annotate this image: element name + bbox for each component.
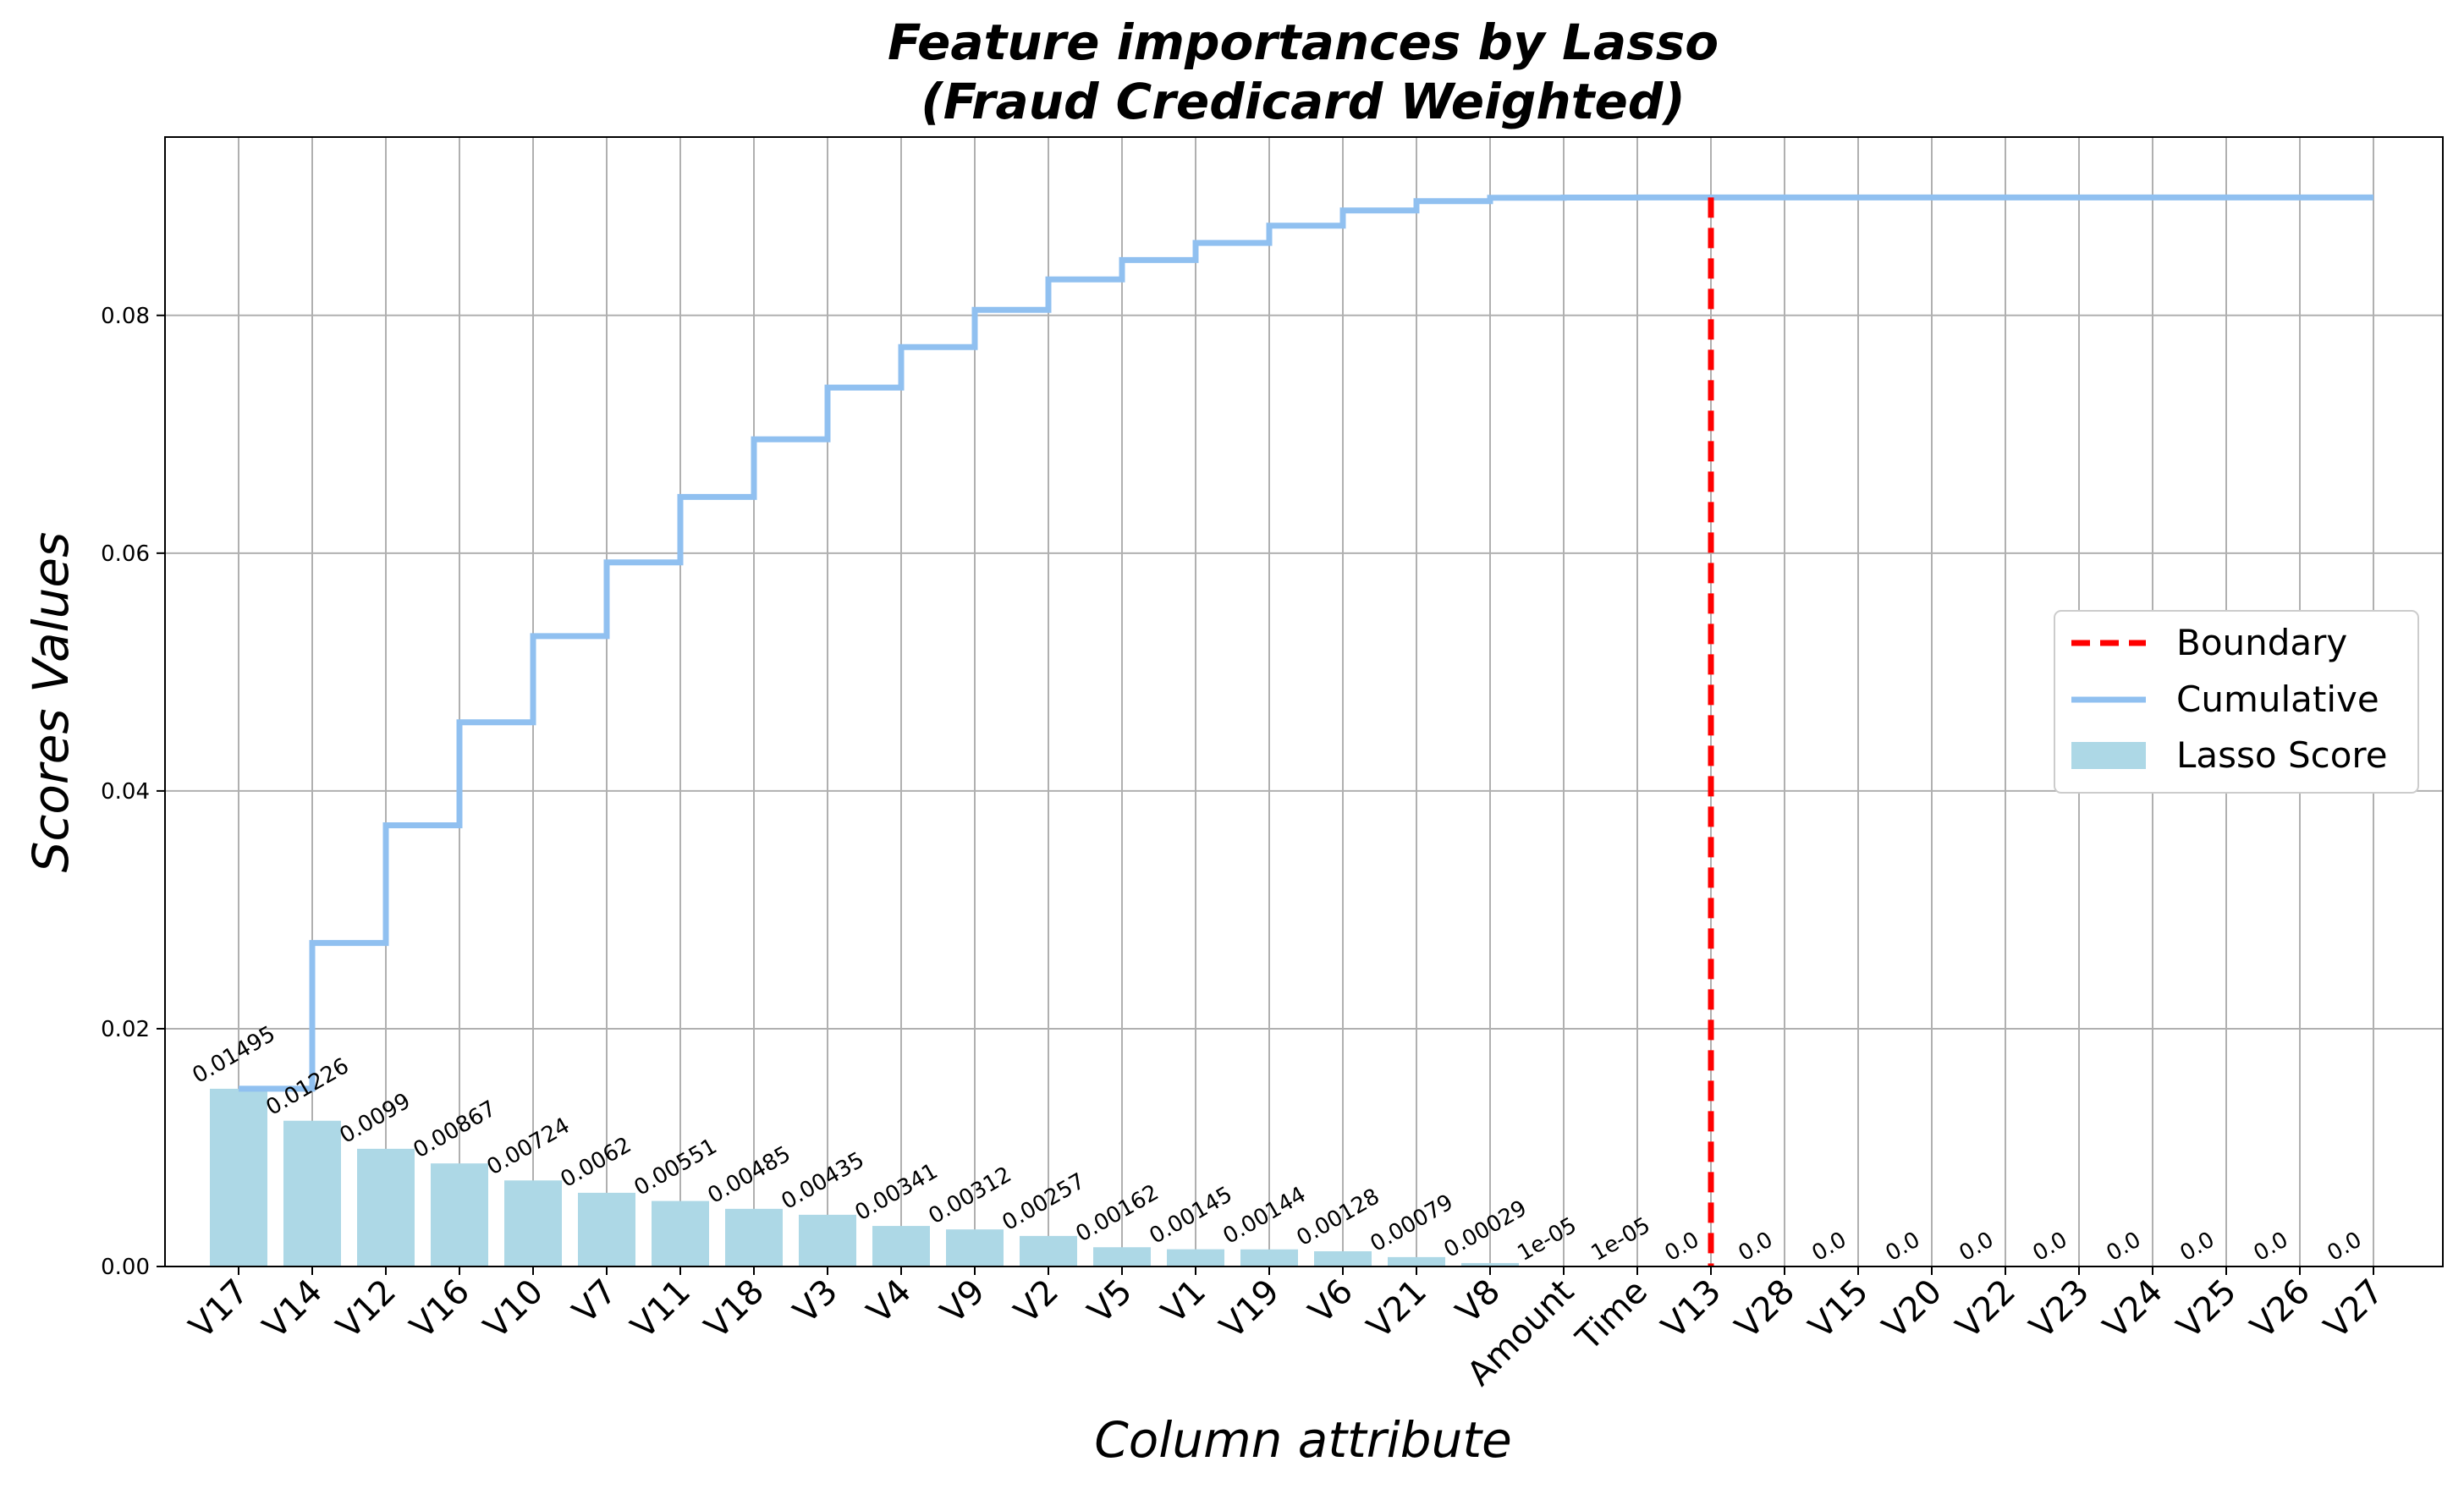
x-tick-label-v11: V11	[624, 1272, 698, 1347]
data-label-v20: 0.0	[1882, 1227, 1925, 1266]
x-tick-label-v24: V24	[2096, 1272, 2170, 1347]
x-tick-label-v21: V21	[1360, 1272, 1434, 1347]
x-tick-label-v18: V18	[697, 1272, 772, 1347]
bar-v18	[725, 1208, 783, 1266]
y-tick-label: 0.06	[101, 541, 150, 567]
chart-title-line1: Feature importances by Lasso	[888, 14, 1719, 71]
data-label-time: 1e-05	[1587, 1212, 1655, 1266]
bar-v12	[357, 1148, 415, 1266]
legend-cumulative-label: Cumulative	[2176, 679, 2379, 720]
x-tick-label-v14: V14	[256, 1272, 330, 1347]
data-label-v13: 0.0	[1661, 1227, 1704, 1266]
x-tick-label-v16: V16	[403, 1272, 477, 1347]
x-tick-label-v3: V3	[786, 1272, 845, 1332]
cumulative-step-path	[239, 194, 2373, 1092]
x-tick-label-v12: V12	[329, 1272, 404, 1347]
x-axis-ticks: V17 V14 V12 V16 V10 V7 V11 V18 V3 V4 V9 V2 V5 V1 V19 V6…	[182, 1266, 2391, 1393]
x-tick-label-v17: V17	[182, 1272, 256, 1347]
bar-v3	[799, 1214, 856, 1266]
y-tick-label: 0.04	[101, 779, 150, 805]
bar-v7	[578, 1192, 635, 1266]
plot-frame	[164, 136, 2444, 1267]
x-tick-label-v27: V27	[2317, 1272, 2391, 1347]
data-label-v19: 0.00144	[1219, 1182, 1311, 1250]
x-tick-label-v4: V4	[860, 1272, 919, 1332]
y-axis-label: Scores Values	[22, 532, 80, 873]
x-tick-label-v2: V2	[1007, 1272, 1066, 1332]
bar-v11	[652, 1201, 709, 1266]
data-label-v16: 0.00867	[410, 1096, 501, 1163]
data-label-v23: 0.0	[2029, 1227, 2072, 1266]
bar-v19	[1240, 1249, 1298, 1266]
x-tick-label-v1: V1	[1154, 1272, 1213, 1332]
bar-v2	[1020, 1235, 1077, 1266]
x-tick-label-v9: V9	[933, 1272, 993, 1332]
x-tick-label-v28: V28	[1728, 1272, 1802, 1347]
data-label-v24: 0.0	[2103, 1227, 2146, 1266]
chart-title-line2: (Fraud Credicard Weighted)	[921, 73, 1686, 130]
cumulative-line	[239, 194, 2373, 1092]
bar-v14	[283, 1120, 341, 1266]
x-axis-label: Column attribute	[1094, 1411, 1512, 1469]
bars	[210, 1088, 1666, 1266]
data-label-v15: 0.0	[1808, 1227, 1851, 1266]
x-tick-label-v13: V13	[1654, 1272, 1729, 1347]
bar-v10	[504, 1180, 562, 1266]
x-tick-label-time: Time	[1569, 1272, 1655, 1359]
x-tick-label-v8: V8	[1449, 1272, 1508, 1332]
bar-v8	[1461, 1262, 1519, 1266]
legend-lasso-label: Lasso Score	[2176, 734, 2388, 776]
data-label-v17: 0.01495	[189, 1021, 280, 1089]
x-tick-label-v7: V7	[565, 1272, 624, 1332]
x-tick-label-v23: V23	[2022, 1272, 2097, 1347]
bar-v17	[210, 1088, 267, 1266]
x-tick-label-v22: V22	[1949, 1272, 2023, 1347]
x-tick-label-v10: V10	[476, 1272, 551, 1347]
y-tick-label: 0.08	[101, 304, 150, 329]
data-label-v27: 0.0	[2324, 1227, 2367, 1266]
data-label-v26: 0.0	[2250, 1227, 2293, 1266]
x-tick-label-v6: V6	[1301, 1272, 1361, 1332]
data-label-v7: 0.0062	[557, 1132, 636, 1192]
legend-boundary-label: Boundary	[2176, 622, 2347, 663]
x-tick-label-v20: V20	[1875, 1272, 1950, 1347]
data-label-v1: 0.00145	[1146, 1182, 1237, 1250]
x-tick-label-v19: V19	[1213, 1272, 1287, 1347]
data-label-v22: 0.0	[1955, 1227, 1999, 1266]
data-label-v25: 0.0	[2176, 1227, 2219, 1266]
bar-v1	[1167, 1249, 1224, 1266]
x-tick-label-v25: V25	[2170, 1272, 2244, 1347]
bar-v21	[1388, 1256, 1445, 1266]
legend-lasso-swatch	[2071, 742, 2146, 769]
bar-v6	[1314, 1251, 1372, 1266]
bar-v16	[431, 1163, 488, 1266]
bar-v9	[946, 1229, 1004, 1266]
y-tick-label: 0.02	[101, 1017, 150, 1042]
x-tick-label-v15: V15	[1801, 1272, 1876, 1347]
data-label-v28: 0.0	[1735, 1227, 1778, 1266]
x-tick-label-v26: V26	[2243, 1272, 2318, 1347]
y-axis-ticks: 0.00 0.02 0.04 0.06 0.08	[101, 304, 165, 1280]
data-label-v12: 0.0099	[336, 1088, 415, 1148]
bar-v4	[872, 1226, 930, 1266]
bar-v5	[1093, 1247, 1151, 1266]
y-tick-label: 0.00	[101, 1255, 150, 1280]
legend: Boundary Cumulative Lasso Score	[2054, 610, 2419, 794]
x-tick-label-v5: V5	[1081, 1272, 1140, 1332]
